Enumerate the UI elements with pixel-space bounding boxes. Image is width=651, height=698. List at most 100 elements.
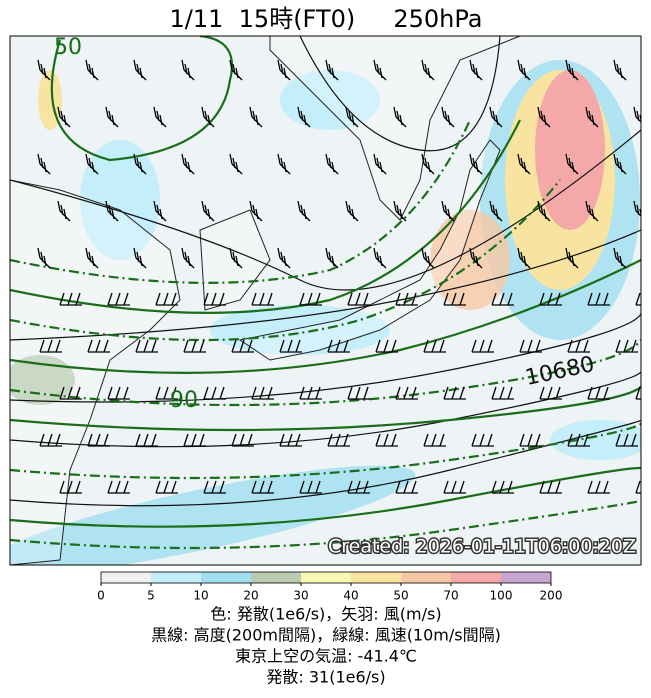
wind-barb (85, 247, 99, 269)
colorbar-segment (401, 572, 451, 583)
wind-barb (613, 247, 627, 269)
colorbar-tick-label: 30 (293, 589, 308, 603)
wind-barb (615, 433, 638, 447)
wind-barb (491, 480, 514, 494)
wind-barb (133, 247, 147, 269)
wind-barb (155, 480, 178, 494)
colorbar-segment (301, 572, 351, 583)
colorbar-segment (501, 572, 551, 583)
wind-barb (299, 386, 322, 400)
wind-barb (325, 247, 339, 269)
wind-barb (539, 386, 562, 400)
wind-barb (37, 59, 51, 81)
wind-barb (183, 339, 206, 353)
wind-barb (249, 106, 263, 128)
caption: 発散: 31(1e6/s) (266, 668, 385, 687)
wind-barb (537, 200, 551, 222)
wind-barb (297, 106, 311, 128)
wind-barb (471, 433, 494, 447)
wind-barb (567, 433, 590, 447)
wind-barb (279, 339, 302, 353)
wind-barb (517, 59, 531, 81)
wind-barb (517, 247, 531, 269)
wind-barb (135, 339, 158, 353)
colorbar-tick-label: 70 (443, 589, 458, 603)
wind-barb (203, 386, 226, 400)
wind-barb (585, 106, 599, 128)
wind-barb (155, 292, 178, 306)
wind-barb (277, 153, 291, 175)
colorbar-segment (151, 572, 201, 583)
wind-barb (297, 200, 311, 222)
wind-barb (107, 292, 130, 306)
wind-barb (373, 59, 387, 81)
wind-barb (57, 200, 71, 222)
wind-barb (633, 106, 641, 124)
wind-barb (59, 480, 82, 494)
wind-barb (37, 247, 51, 269)
wind-barb (105, 106, 119, 128)
caption: 色: 発散(1e6/s)，矢羽: 風(m/s) (210, 605, 441, 624)
wind-barb (299, 480, 322, 494)
wind-barb (345, 106, 359, 128)
colorbar-segment (201, 572, 251, 583)
wind-barb (421, 59, 435, 81)
wind-barb (443, 386, 466, 400)
wind-barb (277, 59, 291, 81)
wind-barb (229, 247, 243, 269)
wind-barb (59, 292, 82, 306)
wind-barb (347, 480, 370, 494)
wind-barb (39, 339, 62, 353)
colorbar-tick-label: 40 (343, 589, 358, 603)
wind-barb (537, 106, 551, 128)
wind-barb (635, 480, 641, 494)
wind-barb (421, 153, 435, 175)
wind-barb (133, 59, 147, 81)
wind-barb (395, 292, 418, 306)
title: 1/11 15時(FT0) 250hPa (170, 5, 483, 33)
wind-barb (565, 153, 579, 175)
wind-barb (421, 247, 435, 269)
wind-barb (373, 153, 387, 175)
wind-barb (153, 106, 167, 128)
wind-barb (85, 59, 99, 81)
wind-barb (327, 339, 350, 353)
wind-barb (441, 200, 455, 222)
wind-barb (181, 59, 195, 81)
wind-barb (489, 200, 503, 222)
wind-barb (471, 339, 494, 353)
wind-barb (565, 59, 579, 81)
wind-barb (489, 106, 503, 128)
wind-barb (347, 386, 370, 400)
wind-barb (203, 292, 226, 306)
wind-barbs (37, 59, 641, 494)
wind-barb (587, 480, 610, 494)
wind-barb (395, 480, 418, 494)
wind-barb (325, 153, 339, 175)
wind-barb (251, 480, 274, 494)
wind-barb (633, 200, 641, 218)
wind-barb (613, 153, 627, 175)
wind-barb (395, 386, 418, 400)
wind-barb (375, 433, 398, 447)
wind-barb (105, 200, 119, 222)
wind-barb (373, 247, 387, 269)
wind-barb (181, 153, 195, 175)
colorbar-tick-label: 100 (490, 589, 513, 603)
wind-barb (393, 200, 407, 222)
wind-barb (441, 106, 455, 128)
wind-barb (347, 292, 370, 306)
wind-barb (201, 106, 215, 128)
wind-barb (423, 433, 446, 447)
wind-barb (587, 386, 610, 400)
wind-barb (587, 292, 610, 306)
wind-barb (443, 292, 466, 306)
wind-barb (183, 433, 206, 447)
colorbar-tick-label: 10 (193, 589, 208, 603)
colorbar-frame (100, 571, 552, 584)
wind-barb (107, 386, 130, 400)
wind-barb (375, 339, 398, 353)
wind-barb (539, 292, 562, 306)
colorbar-segment (451, 572, 501, 583)
